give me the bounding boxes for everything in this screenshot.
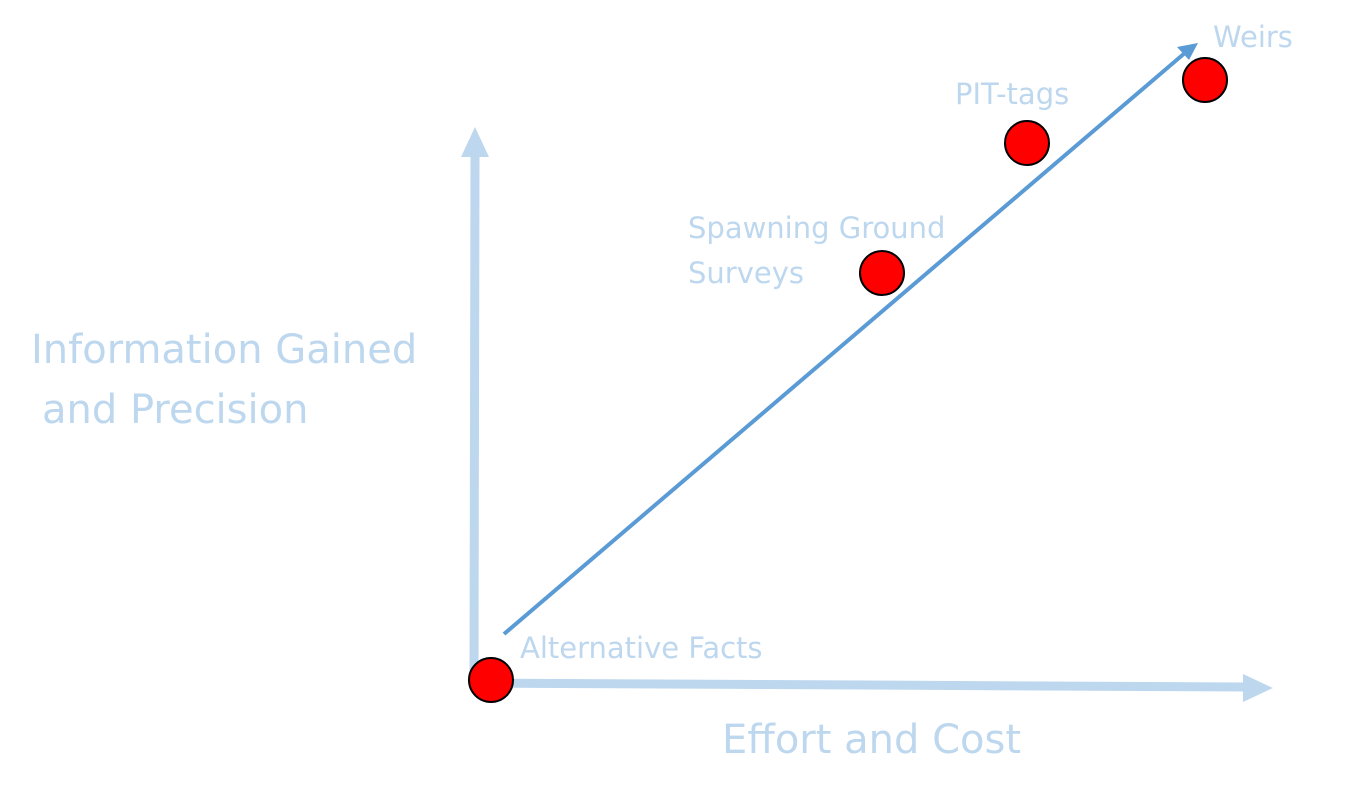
trend-arrow [502, 43, 1198, 636]
point-weirs [1182, 57, 1228, 103]
point-pit-tags [1004, 120, 1050, 166]
point-alternative-facts [468, 657, 514, 703]
label-alternative-facts: Alternative Facts [520, 631, 763, 665]
label-spawning-ground-line2: Surveys [688, 256, 804, 290]
y-axis-label-line2: and Precision [42, 387, 309, 433]
x-axis-arrow [469, 674, 1273, 702]
y-axis-label-line1: Information Gained [31, 327, 418, 373]
label-weirs: Weirs [1213, 20, 1293, 54]
label-pit-tags: PIT-tags [955, 77, 1070, 111]
label-spawning-ground-line1: Spawning Ground [688, 211, 946, 245]
point-spawning-ground-surveys [859, 250, 905, 296]
x-axis-label: Effort and Cost [722, 717, 1022, 763]
y-axis-arrow [461, 127, 489, 681]
